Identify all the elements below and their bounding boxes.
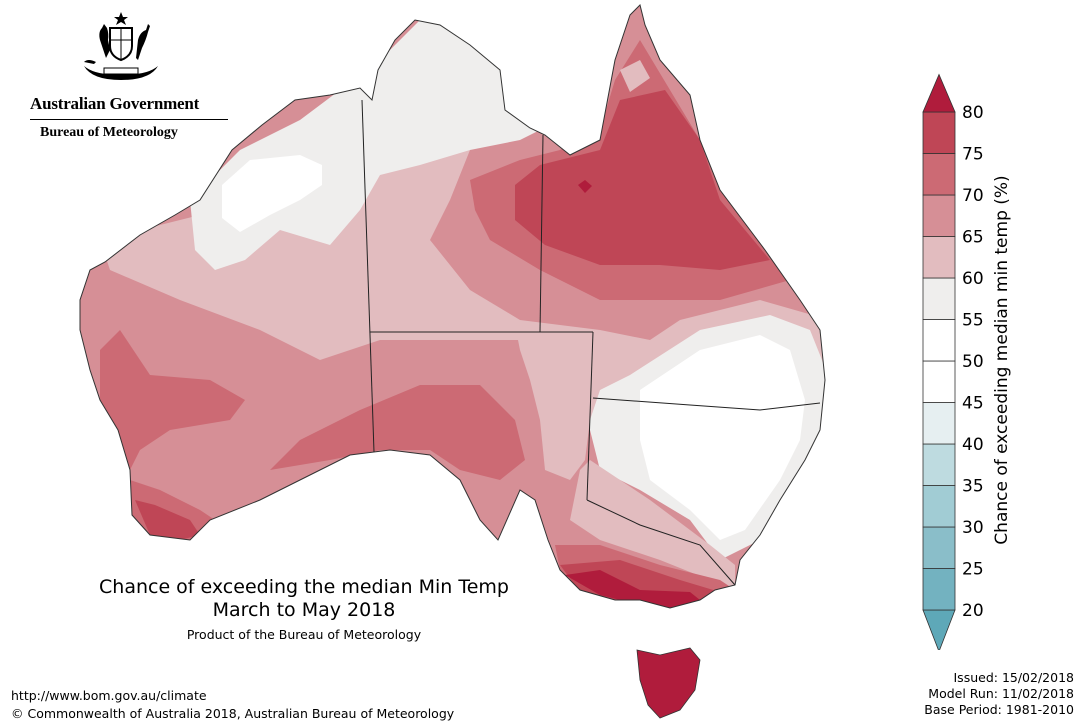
map-title-block: Chance of exceeding the median Min Temp … xyxy=(50,575,558,642)
legend-tick-label: 65 xyxy=(962,228,984,248)
legend-bin->80 xyxy=(922,73,956,113)
agency-name: Bureau of Meteorology xyxy=(40,125,178,140)
australia-outlook-map xyxy=(79,4,826,719)
legend-bin-20-25 xyxy=(922,568,956,611)
legend-tick-label: 20 xyxy=(962,601,984,621)
base-period: Base Period: 1981-2010 xyxy=(924,702,1074,717)
legend-tick-label: 45 xyxy=(962,394,984,414)
legend-tick-label: 55 xyxy=(962,311,984,331)
footer-left: http://www.bom.gov.au/climate © Commonwe… xyxy=(11,687,454,723)
legend-bin-65-70 xyxy=(922,194,956,237)
legend-bin-75-80 xyxy=(922,111,956,154)
legend-bin-25-30 xyxy=(922,526,956,569)
legend-bin-30-35 xyxy=(922,485,956,528)
legend-bin-40-45 xyxy=(922,402,956,445)
footer-right: Issued: 15/02/2018 Model Run: 11/02/2018… xyxy=(924,670,1074,718)
issued-date: Issued: 15/02/2018 xyxy=(953,670,1075,685)
legend-tick-label: 70 xyxy=(962,186,984,206)
legend-tick-label: 40 xyxy=(962,435,984,455)
government-name: Australian Government xyxy=(30,94,200,113)
legend-bin-50-55 xyxy=(922,319,956,362)
government-logo: Australian Government Bureau of Meteorol… xyxy=(14,8,228,140)
legend-tick-label: 60 xyxy=(962,269,984,289)
logo-divider xyxy=(30,119,228,120)
map-title: Chance of exceeding the median Min Temp xyxy=(99,576,509,598)
legend-bin-35-40 xyxy=(922,443,956,486)
legend-tick-label: 80 xyxy=(962,103,984,123)
legend-bin-55-60 xyxy=(922,277,956,320)
legend-colorbar: 20 25 30 35 40 45 50 55 60 65 70 75 80 Chance of exc… xyxy=(922,73,1012,650)
legend-bin-<20 xyxy=(922,609,956,650)
map-subtitle: March to May 2018 xyxy=(212,599,396,621)
legend-tick-label: 50 xyxy=(962,352,984,372)
legend-tick-label: 35 xyxy=(962,477,984,497)
legend-bin-60-65 xyxy=(922,236,956,279)
source-link[interactable]: http://www.bom.gov.au/climate xyxy=(11,688,207,703)
legend-tick-label: 30 xyxy=(962,518,984,538)
copyright-text: © Commonwealth of Australia 2018, Austra… xyxy=(11,706,455,721)
legend-bin-45-50 xyxy=(922,360,956,403)
product-note: Product of the Bureau of Meteorology xyxy=(186,627,422,642)
legend-bin-70-75 xyxy=(922,153,956,196)
legend-tick-label: 25 xyxy=(962,560,984,580)
coat-of-arms-icon xyxy=(84,12,158,80)
legend-tick-label: 75 xyxy=(962,145,984,165)
legend-title: Chance of exceeding median min temp (%) xyxy=(992,175,1012,544)
model-run-date: Model Run: 11/02/2018 xyxy=(928,686,1074,701)
